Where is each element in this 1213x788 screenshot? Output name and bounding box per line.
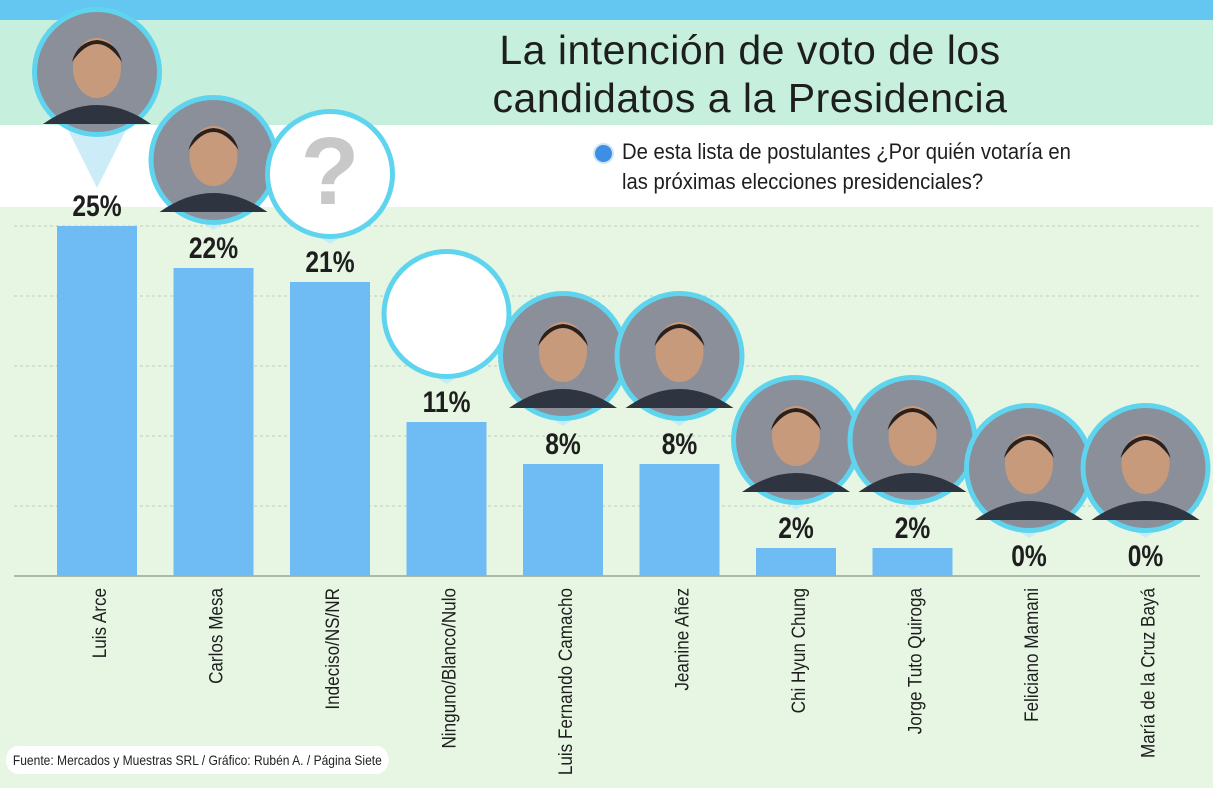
x-tick-label-3: Indeciso/NS/NR	[322, 588, 343, 710]
x-tick-label-10: María de la Cruz Bayá	[1138, 587, 1159, 758]
portrait-hair	[538, 324, 588, 346]
marker-fill	[270, 114, 390, 234]
maria-de-la-cruz-baya-portrait	[1080, 403, 1211, 538]
chart-subtitle: De esta lista de postulantes ¿Por quién …	[622, 139, 1071, 194]
portrait-hair	[654, 324, 705, 346]
x-tick-label-6: Jeanine Añez	[672, 588, 693, 691]
bar-1	[57, 226, 137, 576]
portrait-face	[1121, 434, 1170, 494]
portrait-shoulders	[509, 389, 617, 408]
portrait-shoulders	[625, 389, 734, 408]
chart-title-line1: La intención de voto de los	[499, 27, 1001, 73]
portrait-hair	[188, 128, 239, 150]
x-tick-label-2: Carlos Mesa	[206, 587, 227, 684]
candidate-markers: ?	[32, 7, 1211, 538]
x-tick-label-9: Feliciano Mamani	[1021, 588, 1042, 722]
data-label-4: 11%	[423, 385, 471, 419]
portrait-face	[1005, 434, 1053, 494]
x-tick-label-4: Ninguno/Blanco/Nulo	[439, 588, 460, 749]
bar-5	[523, 464, 603, 576]
x-tick-label-7: Chi Hyun Chung	[788, 588, 809, 713]
bars	[57, 226, 953, 576]
bar-2	[173, 268, 254, 576]
portrait-hair	[1004, 436, 1054, 458]
bar-4	[406, 422, 487, 576]
top-strip	[0, 0, 1213, 20]
question-mark-glyph: ?	[301, 118, 360, 225]
portrait-hair	[771, 408, 821, 430]
portrait-face	[655, 322, 704, 382]
bar-3	[290, 282, 370, 576]
portrait-hair	[1120, 436, 1171, 458]
portrait-shoulders	[43, 105, 151, 124]
x-tick-label-8: Jorge Tuto Quiroga	[905, 587, 926, 734]
portrait-shoulders	[975, 501, 1083, 520]
question-mark-icon: ?	[265, 109, 395, 244]
chart-title: La intención de voto de los candidatos a…	[380, 26, 1120, 122]
chart-title-line2: candidatos a la Presidencia	[492, 75, 1008, 121]
data-label-10: 0%	[1128, 539, 1164, 573]
data-label-5: 8%	[545, 427, 581, 461]
bar-6	[639, 464, 720, 576]
jorge-tuto-quiroga-portrait	[847, 375, 978, 510]
marker-pointer	[63, 120, 131, 188]
portrait-face	[189, 126, 238, 186]
portrait-face	[539, 322, 587, 382]
portrait-hair	[72, 40, 122, 62]
x-tick-label-5: Luis Fernando Camacho	[555, 588, 576, 775]
source-note: Fuente: Mercados y Muestras SRL / Gráfic…	[6, 746, 389, 774]
data-label-1: 25%	[72, 189, 121, 223]
feliciano-mamani-portrait	[964, 403, 1094, 538]
bar-8	[872, 548, 953, 576]
bar-7	[756, 548, 836, 576]
marker-fill	[386, 254, 507, 374]
data-label-6: 8%	[662, 427, 698, 461]
portrait-shoulders	[1091, 501, 1200, 520]
luis-arce-portrait	[32, 7, 162, 188]
data-label-8: 2%	[895, 511, 931, 545]
jeanine-anez-portrait	[614, 291, 745, 426]
data-labels: 25% 22% 21% 11% 8% 8% 2% 2% 0% 0%	[72, 189, 1163, 573]
data-label-3: 21%	[305, 245, 354, 279]
bullet-dot-icon	[593, 143, 614, 164]
portrait-shoulders	[742, 473, 850, 492]
data-label-9: 0%	[1011, 539, 1047, 573]
carlos-mesa-portrait	[148, 95, 279, 230]
data-label-2: 22%	[189, 231, 238, 265]
luis-fernando-camacho-portrait	[498, 291, 628, 426]
portrait-shoulders	[159, 193, 268, 212]
portrait-hair	[887, 408, 938, 430]
chi-hyun-chung-portrait	[731, 375, 861, 510]
portrait-face	[772, 406, 820, 466]
empty-circle-icon	[381, 249, 512, 384]
x-tick-labels: Luis Arce Carlos Mesa Indeciso/NS/NR Ningun…	[89, 587, 1159, 775]
data-label-7: 2%	[778, 511, 814, 545]
x-tick-label-1: Luis Arce	[89, 588, 110, 658]
portrait-face	[888, 406, 937, 466]
portrait-face	[73, 38, 121, 98]
portrait-shoulders	[858, 473, 967, 492]
